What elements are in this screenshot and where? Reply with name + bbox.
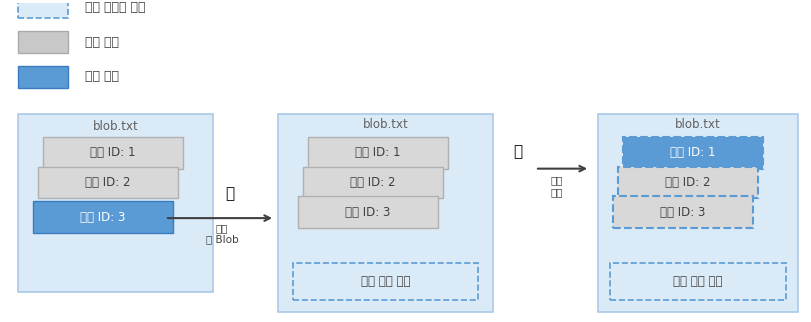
Text: 🗑: 🗑 <box>513 144 522 159</box>
Bar <box>308 137 448 169</box>
Text: 일시 삭제된 버전: 일시 삭제된 버전 <box>85 1 145 14</box>
Bar <box>18 66 68 88</box>
Bar <box>303 167 443 198</box>
Bar <box>613 196 753 228</box>
Text: 버전 ID: 3: 버전 ID: 3 <box>345 206 391 219</box>
Bar <box>43 137 183 169</box>
Text: 삭제
버전: 삭제 버전 <box>551 175 564 197</box>
Text: 현재 버전: 현재 버전 <box>85 70 119 83</box>
Text: 현재 버전 없음: 현재 버전 없음 <box>673 275 723 288</box>
Bar <box>623 137 763 169</box>
Text: 버전 ID: 3: 버전 ID: 3 <box>660 206 706 219</box>
Bar <box>18 31 68 53</box>
Text: 버전 ID: 1: 버전 ID: 1 <box>355 146 401 159</box>
Text: 이전 버전: 이전 버전 <box>85 35 119 49</box>
Text: 버전 ID: 3: 버전 ID: 3 <box>80 211 126 223</box>
Text: 버전 ID: 1: 버전 ID: 1 <box>670 146 716 159</box>
Text: blob.txt: blob.txt <box>675 118 721 131</box>
Bar <box>598 114 798 312</box>
Bar <box>278 114 493 312</box>
Text: 버전 ID: 1: 버전 ID: 1 <box>90 146 135 159</box>
Bar <box>18 0 68 18</box>
Bar <box>38 167 178 198</box>
Bar <box>618 167 758 198</box>
Bar <box>33 201 173 233</box>
Bar <box>610 263 786 300</box>
Bar <box>293 263 478 300</box>
Bar <box>18 114 213 292</box>
Text: blob.txt: blob.txt <box>92 119 139 133</box>
Text: 현재 버전 없음: 현재 버전 없음 <box>361 275 410 288</box>
Text: 삭제
이 Blob: 삭제 이 Blob <box>206 223 238 245</box>
Text: 버전 ID: 2: 버전 ID: 2 <box>85 176 131 189</box>
Bar <box>298 196 438 228</box>
Text: blob.txt: blob.txt <box>363 118 409 131</box>
Text: 버전 ID: 2: 버전 ID: 2 <box>350 176 396 189</box>
Text: 버전 ID: 2: 버전 ID: 2 <box>665 176 710 189</box>
Text: 🗑: 🗑 <box>225 186 234 201</box>
